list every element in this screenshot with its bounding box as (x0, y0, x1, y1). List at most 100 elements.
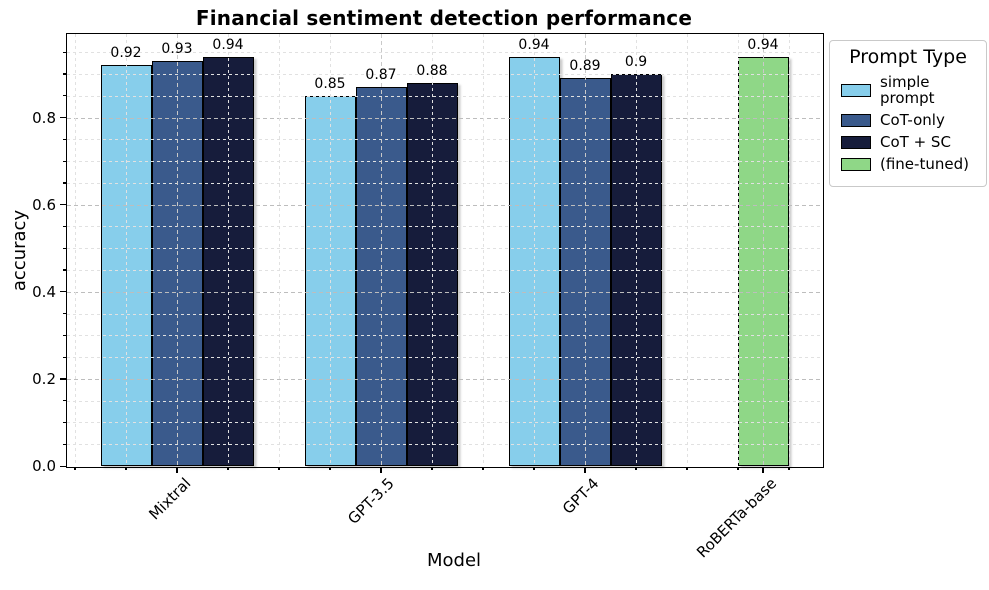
x-tick (380, 467, 382, 473)
gridline-h-minor (67, 335, 821, 337)
x-tick (176, 467, 178, 473)
bar-value-label: 0.94 (518, 36, 550, 53)
gridline-v-minor (75, 34, 76, 465)
y-tick (63, 443, 66, 445)
legend-swatch (841, 135, 871, 149)
y-tick (60, 465, 66, 467)
gridline-h-minor (67, 269, 821, 271)
y-tick-label: 0.0 (32, 457, 56, 475)
y-tick (63, 247, 66, 249)
y-tick-label: 0.8 (32, 108, 56, 127)
x-tick-label-GPT-4: GPT-4 (558, 474, 603, 518)
y-tick (63, 51, 66, 53)
gridline-h-minor (67, 444, 821, 446)
legend-item-simple prompt: simple prompt (841, 74, 977, 106)
legend: Prompt Type simple prompt CoT-only CoT + S… (829, 40, 987, 187)
x-tick (482, 467, 484, 470)
y-tick-label: 0.6 (32, 195, 56, 214)
x-tick (788, 467, 790, 470)
y-tick (60, 378, 66, 380)
gridline-v-minor (483, 34, 484, 465)
gridline-h-minor (67, 139, 821, 141)
x-tick (686, 467, 688, 470)
bar-value-label: 0.94 (212, 36, 244, 53)
x-tick-label-GPT-3.5: GPT-3.5 (344, 474, 399, 528)
bar-value-label: 0.88 (416, 62, 448, 79)
y-tick (63, 334, 66, 336)
gridline-h-minor (67, 400, 821, 402)
gridline-v-minor (432, 34, 433, 465)
gridline-h-minor (67, 52, 821, 54)
x-tick (74, 467, 76, 470)
y-tick (63, 421, 66, 424)
gridline-h-major (67, 204, 821, 206)
x-tick (125, 467, 127, 470)
gridline-v-minor (279, 34, 280, 465)
bar-value-label: 0.93 (161, 40, 193, 57)
legend-item-label: CoT + SC (880, 133, 951, 151)
legend-item-label: simple prompt (880, 73, 935, 107)
y-tick-label: 0.4 (32, 282, 56, 301)
gridline-h-minor (67, 226, 821, 228)
legend-item-label: CoT-only (880, 111, 945, 129)
x-axis-label: Model (426, 550, 482, 571)
legend-swatch (841, 157, 871, 171)
bar-value-label: 0.94 (747, 36, 779, 53)
gridline-h-minor (67, 248, 821, 250)
gridline-v-major (177, 34, 178, 465)
gridline-v-minor (534, 34, 535, 465)
y-tick (60, 204, 66, 206)
bar-value-label: 0.85 (314, 75, 346, 92)
gridline-v-minor (687, 34, 688, 465)
gridline-v-minor (330, 34, 331, 465)
legend-title: Prompt Type (849, 46, 967, 68)
gridline-h-major (67, 117, 821, 119)
legend-item-CoT-only: CoT-only (841, 112, 977, 128)
y-tick (63, 356, 66, 358)
x-tick (635, 467, 637, 470)
y-tick (63, 138, 66, 140)
y-tick (63, 269, 66, 271)
x-tick (431, 467, 433, 470)
bar-value-label: 0.9 (624, 53, 648, 70)
gridline-v-minor (126, 34, 127, 465)
y-tick (63, 313, 66, 315)
y-tick (60, 291, 66, 293)
legend-swatch (841, 83, 871, 97)
legend-item-(fine-tuned): (fine-tuned) (841, 156, 977, 172)
bar-value-label: 0.89 (569, 58, 601, 75)
x-tick (762, 467, 764, 473)
gridline-h-minor (67, 182, 821, 184)
gridline-v-minor (636, 34, 637, 465)
gridline-h-minor (67, 161, 821, 163)
x-tick (278, 467, 280, 470)
legend-item-CoT + SC: CoT + SC (841, 134, 977, 150)
bar-value-label: 0.87 (365, 67, 397, 84)
x-tick-label-RoBERTa-base: RoBERTa-base (692, 474, 781, 562)
x-tick (584, 467, 586, 473)
legend-item-label: (fine-tuned) (880, 155, 969, 173)
y-tick (63, 95, 66, 97)
gridline-h-minor (67, 357, 821, 359)
gridline-v-major (585, 34, 586, 465)
x-tick (737, 467, 739, 470)
y-tick (63, 160, 66, 162)
gridline-v-minor (738, 34, 739, 465)
gridline-h-minor (67, 95, 821, 97)
gridline-v-minor (789, 34, 790, 465)
y-tick-label: 0.2 (32, 369, 56, 388)
gridline-h-minor (67, 313, 821, 315)
gridline-v-major (763, 34, 764, 465)
gridline-v-minor (228, 34, 229, 465)
gridline-v-major (381, 34, 382, 465)
x-tick (533, 467, 535, 470)
legend-swatch (841, 113, 871, 127)
x-tick (329, 467, 331, 470)
gridline-h-major (67, 378, 821, 380)
legend-items: simple prompt CoT-only CoT + SC (fine-tuned… (839, 74, 977, 172)
x-tick (227, 467, 229, 470)
x-tick-label-Mixtral: Mixtral (144, 474, 195, 524)
y-tick (63, 73, 66, 75)
